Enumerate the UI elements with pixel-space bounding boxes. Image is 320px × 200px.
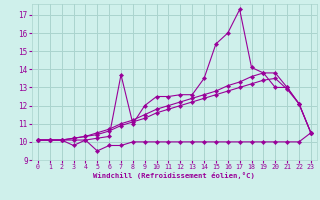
X-axis label: Windchill (Refroidissement éolien,°C): Windchill (Refroidissement éolien,°C) — [93, 172, 255, 179]
